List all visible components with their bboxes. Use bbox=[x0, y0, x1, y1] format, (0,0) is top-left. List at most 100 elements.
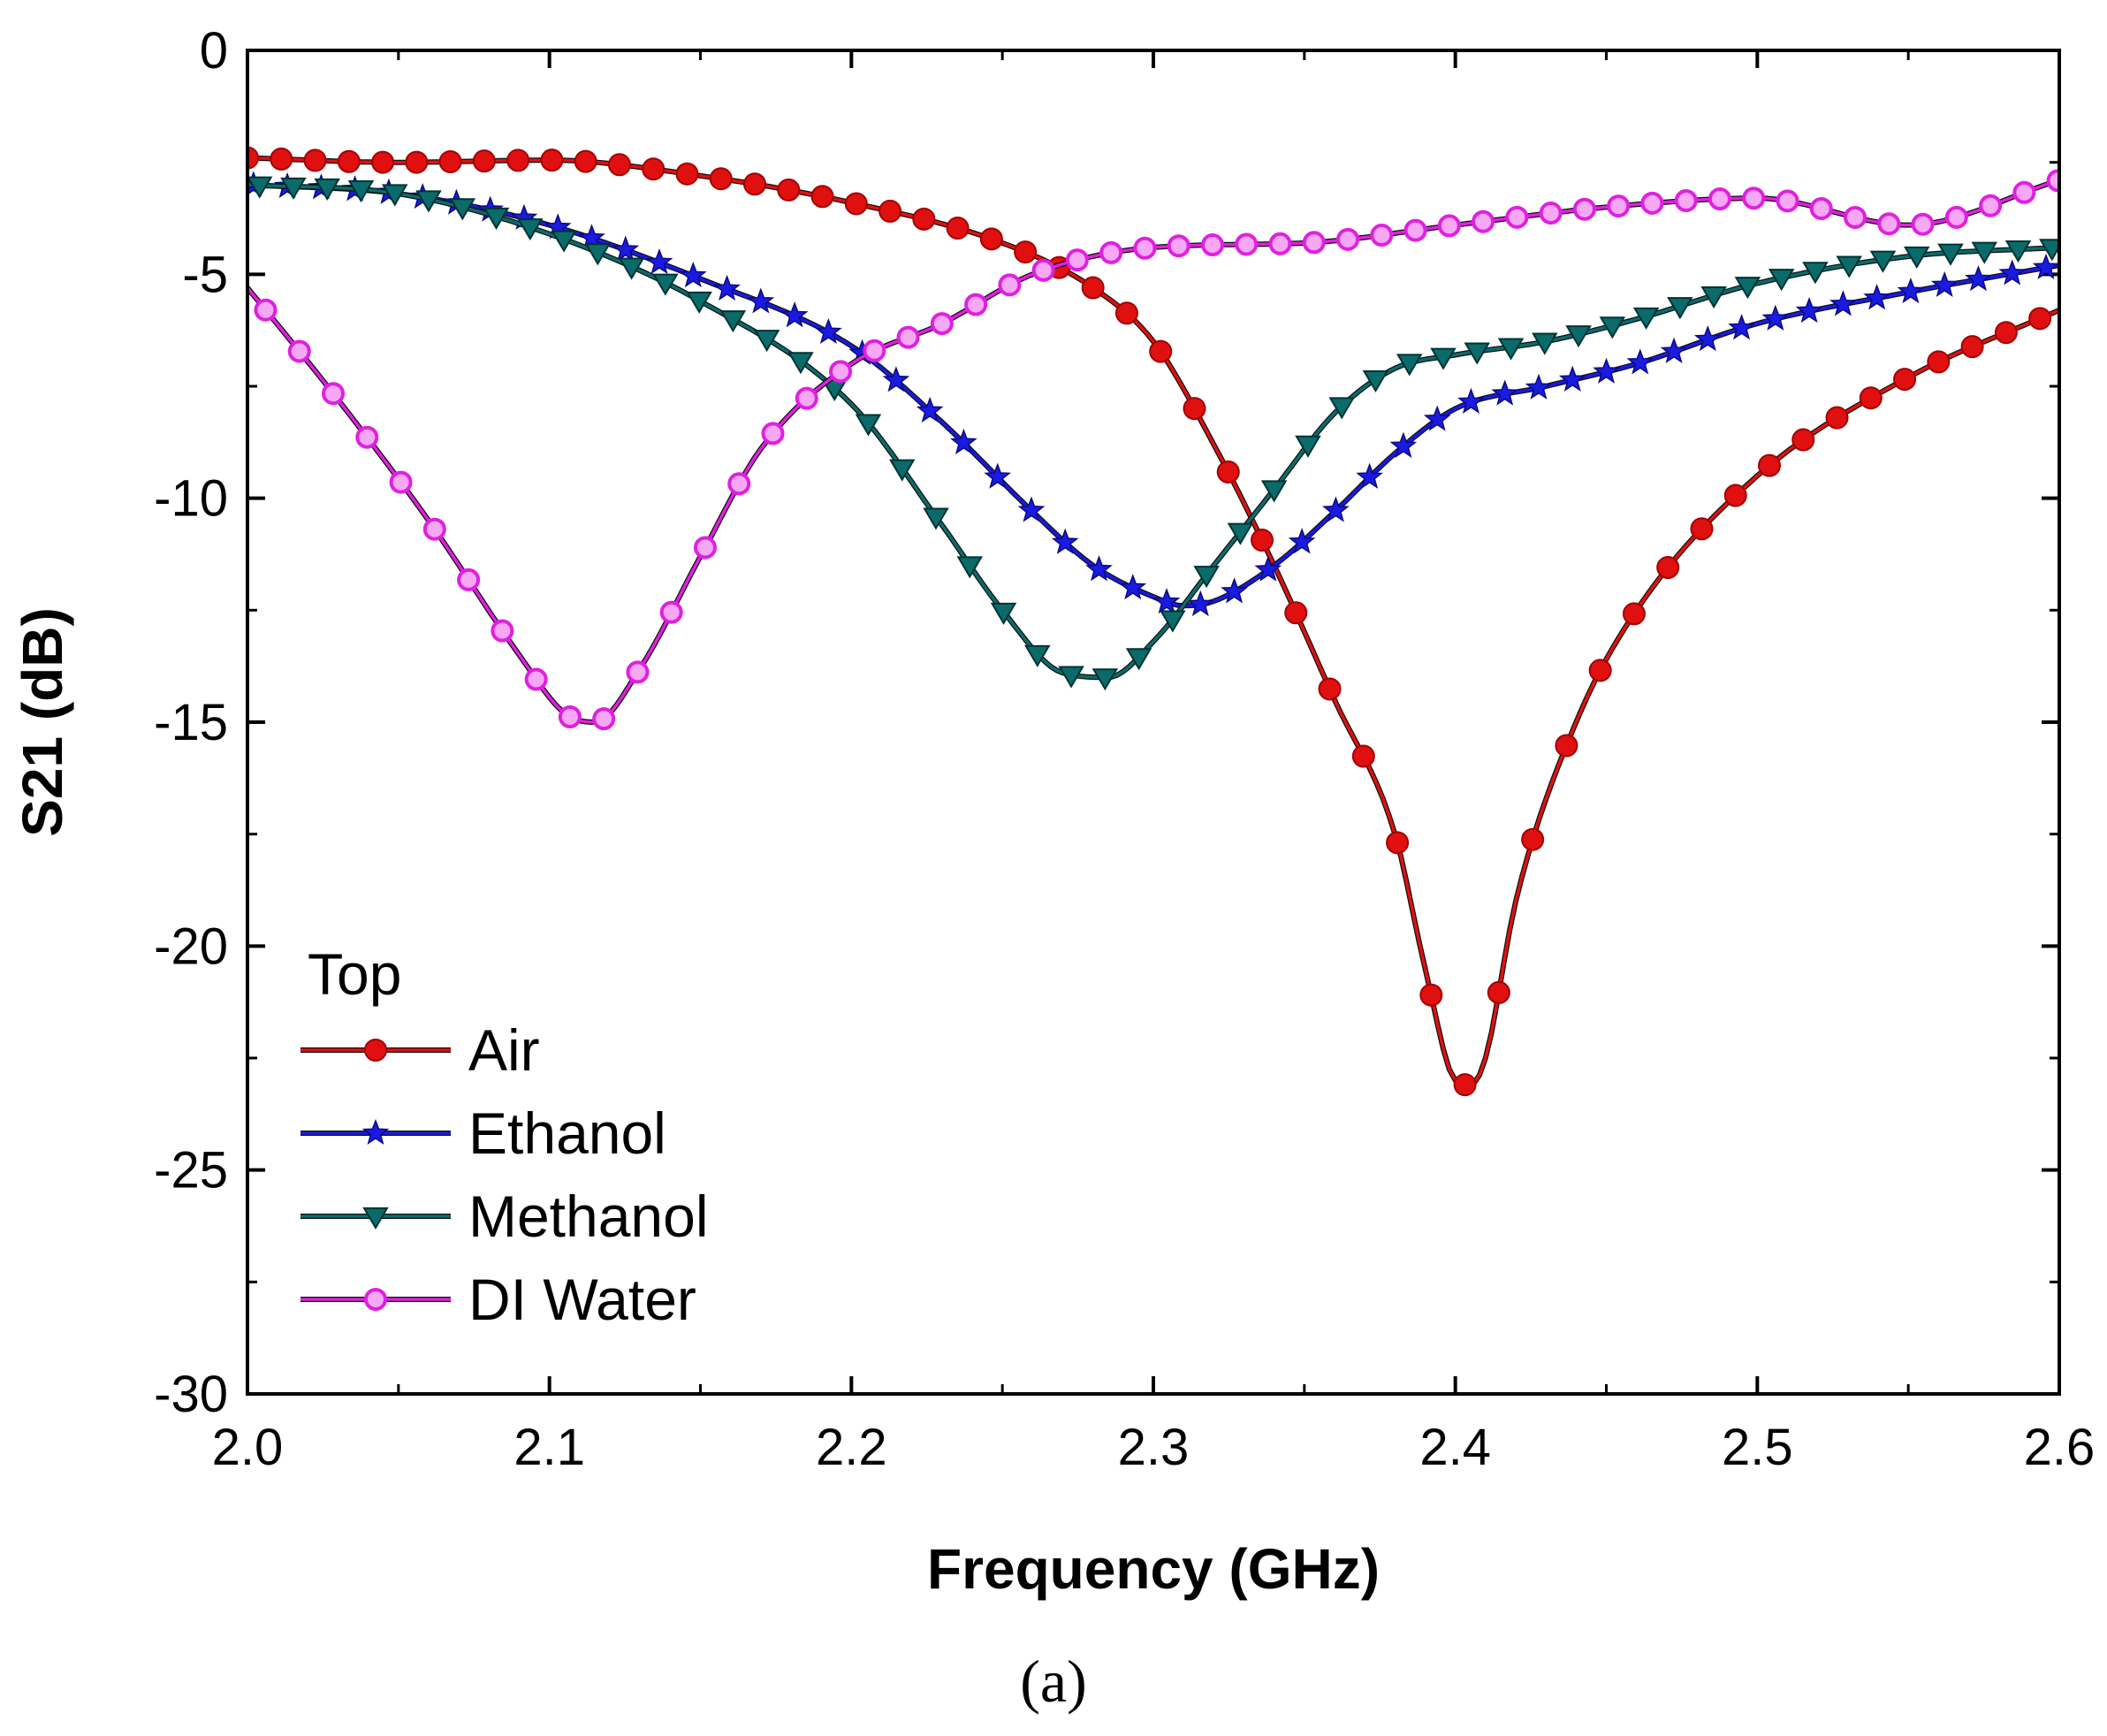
data-point-air bbox=[1656, 556, 1680, 580]
data-point-di-water bbox=[1235, 232, 1259, 256]
data-point-methanol bbox=[1869, 250, 1897, 273]
data-point-ethanol bbox=[916, 396, 944, 423]
y-tick-label: -25 bbox=[154, 1142, 228, 1199]
data-point-di-water bbox=[1776, 189, 1799, 213]
data-point-ethanol bbox=[1693, 324, 1722, 352]
data-point-methanol bbox=[1396, 354, 1423, 377]
data-point-air bbox=[979, 227, 1003, 251]
legend-marker bbox=[364, 1288, 387, 1311]
data-point-methanol bbox=[652, 273, 679, 296]
x-tick-label: 2.3 bbox=[1118, 1419, 1190, 1476]
data-point-di-water bbox=[1911, 212, 1935, 236]
data-point-air bbox=[472, 149, 496, 173]
data-point-di-water bbox=[1370, 224, 1394, 247]
data-point-methanol bbox=[1260, 480, 1288, 503]
data-point-ethanol bbox=[747, 287, 775, 314]
data-point-methanol bbox=[956, 556, 984, 579]
data-point-ethanol bbox=[984, 462, 1012, 489]
data-point-air bbox=[540, 148, 564, 172]
data-point-air bbox=[607, 153, 631, 177]
data-point-di-water bbox=[964, 293, 988, 316]
data-point-methanol bbox=[1667, 297, 1693, 320]
data-point-methanol bbox=[1430, 347, 1457, 370]
data-point-di-water bbox=[1200, 233, 1224, 257]
series-line-air bbox=[247, 156, 2059, 1087]
data-point-air bbox=[810, 185, 834, 209]
data-point-air bbox=[1386, 831, 1410, 855]
data-point-di-water bbox=[2012, 180, 2036, 204]
data-point-ethanol bbox=[1761, 304, 1790, 331]
data-point-ethanol bbox=[1017, 496, 1046, 522]
data-point-di-water bbox=[1302, 231, 1326, 255]
data-point-di-water bbox=[626, 660, 650, 684]
data-point-air bbox=[1758, 453, 1781, 477]
data-point-ethanol bbox=[1593, 357, 1620, 384]
data-point-air bbox=[642, 157, 666, 181]
legend-marker bbox=[361, 1118, 390, 1146]
data-point-di-water bbox=[1505, 205, 1529, 229]
data-point-methanol bbox=[1734, 277, 1761, 300]
data-point-air bbox=[438, 149, 462, 173]
data-point-di-water bbox=[422, 517, 446, 541]
series-ethanol bbox=[247, 171, 2059, 617]
data-point-di-water bbox=[930, 312, 954, 336]
data-point-methanol bbox=[1937, 243, 1964, 266]
data-point-di-water bbox=[659, 600, 683, 624]
x-tick-label: 2.1 bbox=[513, 1419, 585, 1476]
data-point-air bbox=[1859, 386, 1883, 410]
series-di-water bbox=[247, 169, 2059, 731]
plot-frame bbox=[246, 49, 2061, 1396]
data-point-methanol bbox=[719, 310, 747, 333]
data-point-air bbox=[1825, 406, 1849, 430]
series-line-methanol bbox=[247, 183, 2059, 680]
y-tick-label: -15 bbox=[154, 694, 228, 751]
data-point-di-water bbox=[896, 325, 920, 349]
data-point-ethanol bbox=[780, 301, 809, 328]
data-point-di-water bbox=[457, 567, 481, 591]
data-point-methanol bbox=[787, 352, 814, 375]
data-point-air bbox=[303, 148, 327, 172]
data-point-air bbox=[1216, 460, 1240, 483]
y-tick-label: 0 bbox=[200, 22, 228, 80]
data-point-air bbox=[506, 148, 530, 172]
legend-marker bbox=[364, 1039, 387, 1062]
data-point-methanol bbox=[314, 178, 340, 201]
data-point-air bbox=[1555, 734, 1578, 758]
data-point-methanol bbox=[1024, 644, 1051, 667]
data-point-methanol bbox=[990, 602, 1017, 625]
data-point-di-water bbox=[1268, 232, 1292, 255]
y-tick-label: -5 bbox=[182, 246, 228, 303]
data-point-di-water bbox=[1708, 187, 1731, 211]
data-point-methanol bbox=[1700, 286, 1727, 309]
data-point-ethanol bbox=[1558, 365, 1586, 392]
data-point-air bbox=[270, 147, 293, 171]
data-point-ethanol bbox=[1965, 265, 1992, 292]
data-point-methanol bbox=[347, 180, 375, 203]
data-point-di-water bbox=[592, 707, 616, 731]
data-point-air bbox=[1453, 1073, 1477, 1097]
data-point-ethanol bbox=[2032, 253, 2059, 279]
data-point-methanol bbox=[280, 177, 307, 200]
data-point-di-water bbox=[1437, 214, 1461, 238]
data-point-ethanol bbox=[1626, 348, 1654, 375]
data-point-methanol bbox=[923, 507, 949, 530]
data-point-di-water bbox=[998, 273, 1022, 297]
data-point-air bbox=[1114, 301, 1138, 325]
data-point-methanol bbox=[483, 207, 510, 230]
series-air bbox=[247, 146, 2059, 1097]
data-point-methanol bbox=[1971, 241, 1998, 264]
label-layer: 2.0 2.1 2.2 2.3 2.4 2.5 2.6 0 -5 -10 -15 -20 -25 -30 F… bbox=[11, 22, 2095, 1715]
data-point-ethanol bbox=[679, 261, 707, 288]
x-tick-label: 2.2 bbox=[816, 1419, 887, 1476]
data-point-ethanol bbox=[1457, 387, 1485, 415]
data-point-ethanol bbox=[1863, 284, 1890, 310]
data-point-air bbox=[777, 178, 801, 202]
data-point-air bbox=[1791, 428, 1815, 452]
data-point-air bbox=[1893, 368, 1917, 392]
data-point-di-water bbox=[1403, 218, 1427, 242]
data-point-ethanol bbox=[1795, 296, 1823, 324]
data-point-air bbox=[1622, 602, 1646, 626]
data-point-air bbox=[574, 149, 597, 173]
